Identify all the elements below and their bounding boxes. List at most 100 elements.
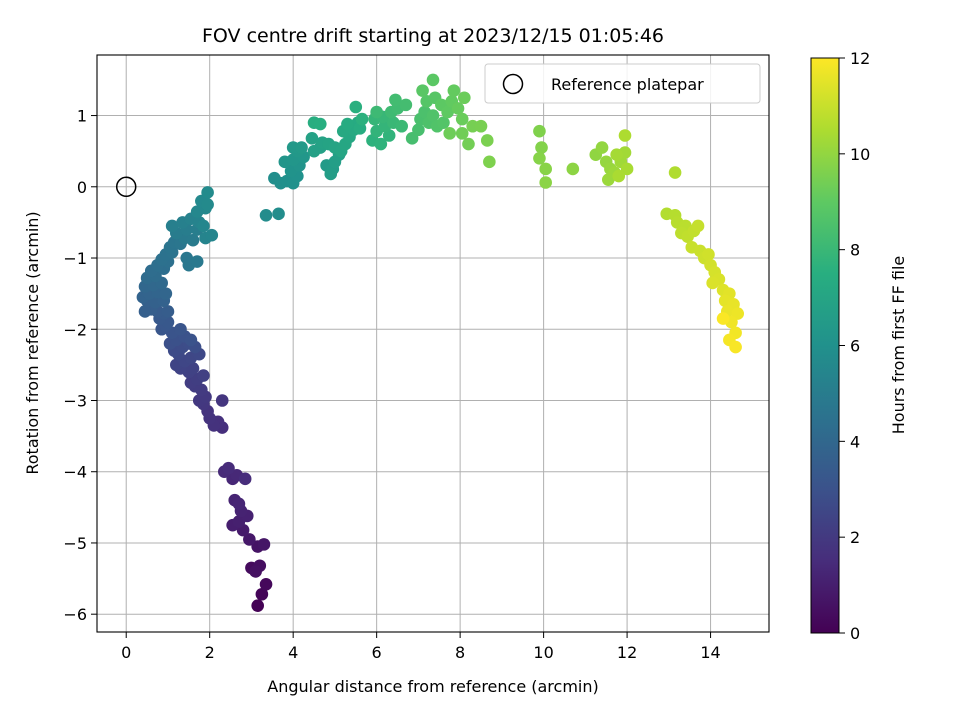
scatter-point [706,276,719,290]
scatter-point [161,305,175,318]
scatter-point [480,134,494,147]
colorbar-tick-label: 6 [850,337,860,356]
scatter-point [324,167,338,181]
scatter-point [197,369,210,382]
scatter-point [184,333,198,347]
legend: Reference platepar [484,63,761,104]
scatter-point [412,123,425,137]
scatter-point [272,207,285,221]
scatter-point [174,322,187,336]
y-tick-label: 0 [77,178,87,197]
scatter-point [259,577,273,591]
scatter-point [426,109,440,122]
scatter-point [222,461,235,475]
scatter-point [539,162,552,176]
scatter-point [483,155,496,169]
scatter-point [374,137,388,151]
scatter-point [395,119,408,133]
chart-title: FOV centre drift starting at 2023/12/15 … [202,25,664,47]
scatter-point [455,127,469,140]
scatter-point [232,497,246,511]
scatter-point [305,132,319,145]
scatter-point [533,124,546,138]
scatter-point [259,208,273,222]
colorbar-tick-label: 4 [850,432,860,451]
y-tick-label: −1 [63,249,87,268]
reference-platepar-marker [115,176,137,198]
x-tick-label: 8 [455,643,465,662]
x-axis-label: Angular distance from reference (arcmin) [267,677,598,696]
colorbar-tick-label: 0 [850,624,860,643]
scatter-point [416,84,429,97]
scatter-point [618,129,632,142]
y-tick-label: 1 [77,107,87,126]
y-tick-label: −6 [63,605,87,624]
legend-box [484,63,761,104]
scatter-point [610,148,623,162]
colorbar-tick-label: 10 [850,145,870,164]
scatter-point [455,112,469,126]
scatter-point [238,472,252,486]
y-tick-label: −3 [63,391,87,410]
scatter-point [620,162,634,176]
scatter-point [566,162,580,176]
scatter-point [201,186,214,199]
scatter-point [249,565,262,578]
plot-frame [96,54,770,633]
y-axis-ticks: 1 0 −1 −2 −3 −4 −5 −6 [63,107,97,624]
scatter-point [691,219,705,233]
scatter-point [399,98,413,112]
scatter-point [314,117,327,131]
scatter-point [159,287,173,300]
legend-label-reference: Reference platepar [551,75,704,94]
y-axis-label: Rotation from reference (arcmin) [23,211,42,474]
scatter-point [201,198,214,211]
colorbar-tick-label: 2 [850,528,860,547]
scatter-point [441,105,454,119]
x-tick-label: 6 [372,643,382,662]
y-tick-label: −2 [63,320,87,339]
scatter-point [205,228,219,242]
scatter-point [451,102,465,115]
scatter-point [447,84,461,97]
x-axis-ticks: 0 2 4 6 8 10 12 14 [121,632,721,662]
scatter-point [197,219,210,233]
scatter-point [426,73,440,87]
scatter-point [138,305,152,318]
scatter-point [389,93,402,107]
scatter-point [349,100,363,114]
scatter-point [729,340,742,354]
y-tick-label: −5 [63,534,87,553]
colorbar-label: Hours from first FF file [889,256,908,435]
scatter-point [702,248,715,261]
colorbar-tick-label: 8 [850,241,860,260]
scatter-point [539,176,552,189]
x-tick-label: 4 [288,643,298,662]
x-tick-label: 10 [533,643,553,662]
scatter-points [136,73,744,612]
scatter-point [462,137,475,151]
scatter-point [437,116,450,129]
scatter-point [370,105,383,119]
scatter-point [443,127,456,140]
scatter-point [243,533,256,546]
colorbar-ticks: 0 2 4 6 8 10 12 [839,49,870,643]
scatter-point [355,112,369,126]
scatter-point [341,117,354,131]
scatter-point [535,141,548,154]
scatter-point [186,233,200,247]
colorbar-tick-label: 12 [850,49,870,68]
x-tick-label: 12 [617,643,637,662]
scatter-point [165,219,179,233]
x-tick-label: 2 [205,643,215,662]
y-tick-label: −4 [63,463,87,482]
scatter-point [612,169,626,183]
colorbar: 0 2 4 6 8 10 12 Hours from first FF file [810,49,908,643]
scatter-point [257,538,271,551]
scatter-point [186,362,200,375]
scatter-point [251,599,264,612]
scatter-point [458,91,471,105]
scatter-point [215,394,229,407]
scatter-point [190,255,204,268]
